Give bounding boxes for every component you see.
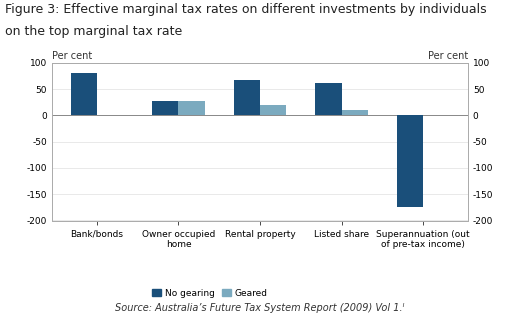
- Bar: [260, 105, 286, 116]
- Bar: [152, 101, 178, 116]
- Bar: [71, 73, 97, 116]
- Bar: [397, 116, 423, 207]
- Text: Figure 3: Effective marginal tax rates on different investments by individuals: Figure 3: Effective marginal tax rates o…: [5, 3, 487, 16]
- Bar: [342, 110, 368, 116]
- Text: on the top marginal tax rate: on the top marginal tax rate: [5, 25, 183, 38]
- Text: Source: Australia’s Future Tax System Report (2009) Vol 1.ᴵ: Source: Australia’s Future Tax System Re…: [115, 303, 405, 313]
- Text: Per cent: Per cent: [428, 51, 468, 61]
- Text: Per cent: Per cent: [52, 51, 92, 61]
- Bar: [234, 80, 260, 116]
- Bar: [316, 83, 342, 116]
- Bar: [178, 101, 204, 116]
- Legend: No gearing, Geared: No gearing, Geared: [152, 289, 268, 298]
